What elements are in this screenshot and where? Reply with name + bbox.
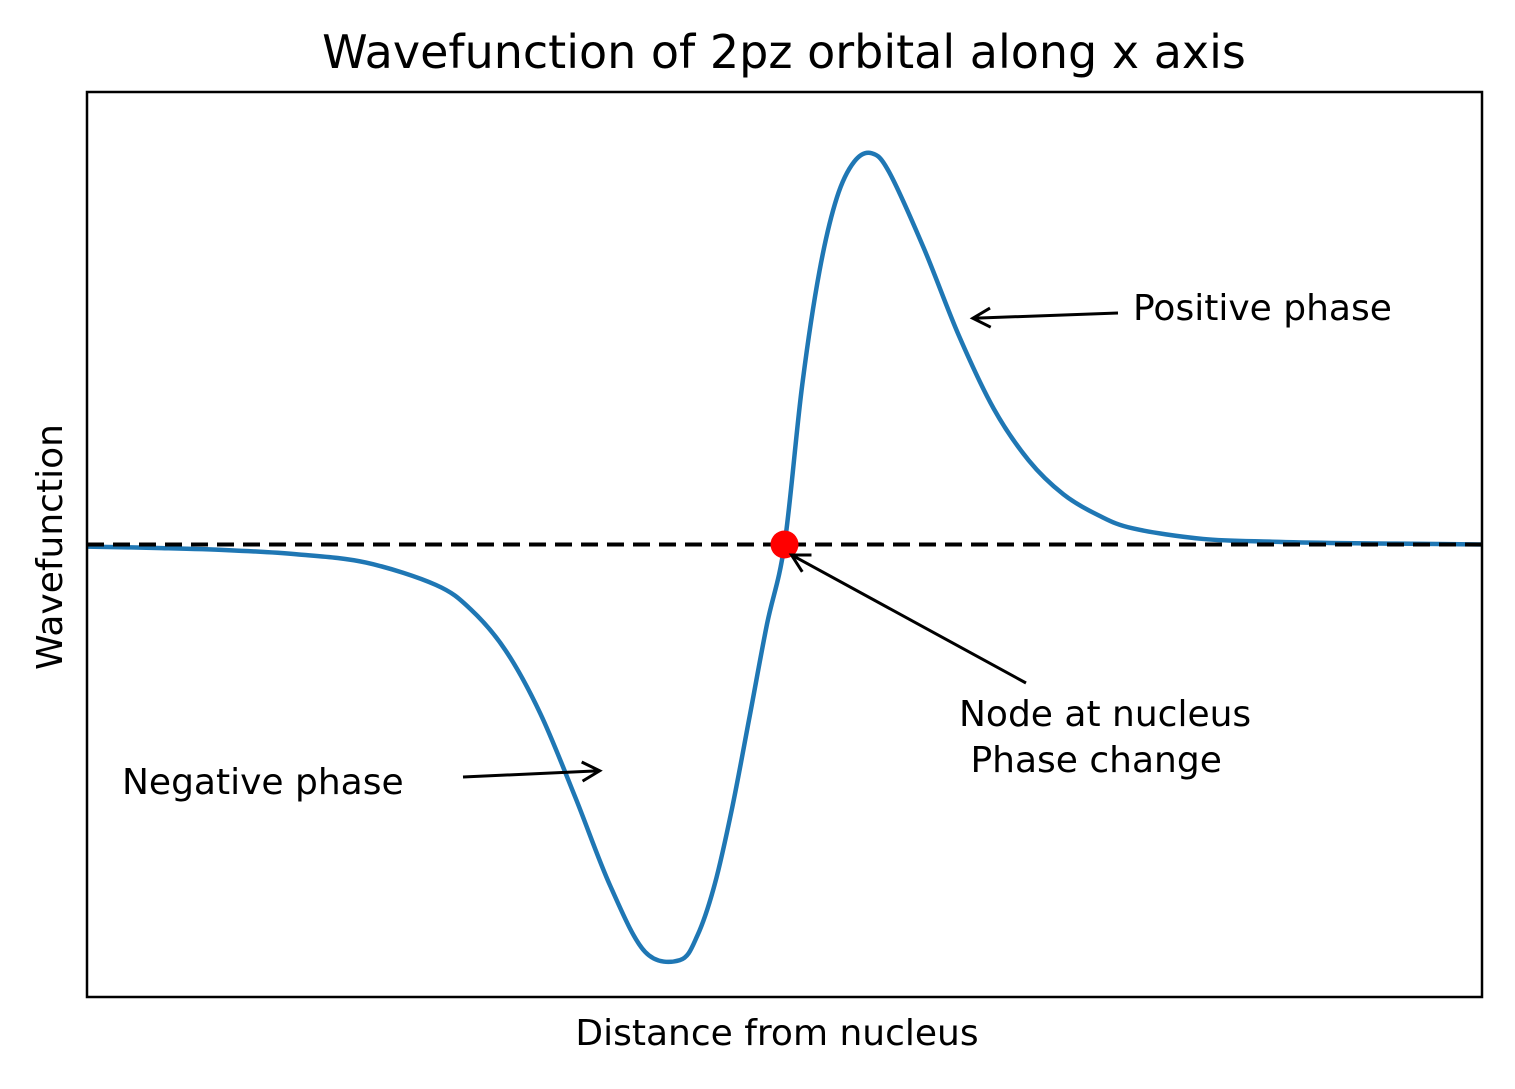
- negative-phase-label: Negative phase: [122, 762, 404, 803]
- node-label-line-2: Phase change: [959, 740, 1222, 781]
- node-label-line-1: Node at nucleus: [959, 694, 1251, 735]
- y-axis-label: Wavefunction: [30, 424, 71, 670]
- negative-phase-arrow: [462, 760, 603, 783]
- x-axis-label: Distance from nucleus: [575, 1013, 978, 1054]
- positive-phase-label: Positive phase: [1133, 288, 1392, 329]
- chart-title: Wavefunction of 2pz orbital along x axis: [322, 25, 1246, 79]
- plot-frame: [85, 90, 1484, 999]
- node-marker: [770, 530, 799, 559]
- plot-area: [87, 150, 1482, 965]
- node-arrow: [788, 553, 1027, 685]
- annotations: Positive phase Negative phase Node at nu…: [122, 288, 1392, 803]
- positive-phase-arrow: [969, 306, 1119, 329]
